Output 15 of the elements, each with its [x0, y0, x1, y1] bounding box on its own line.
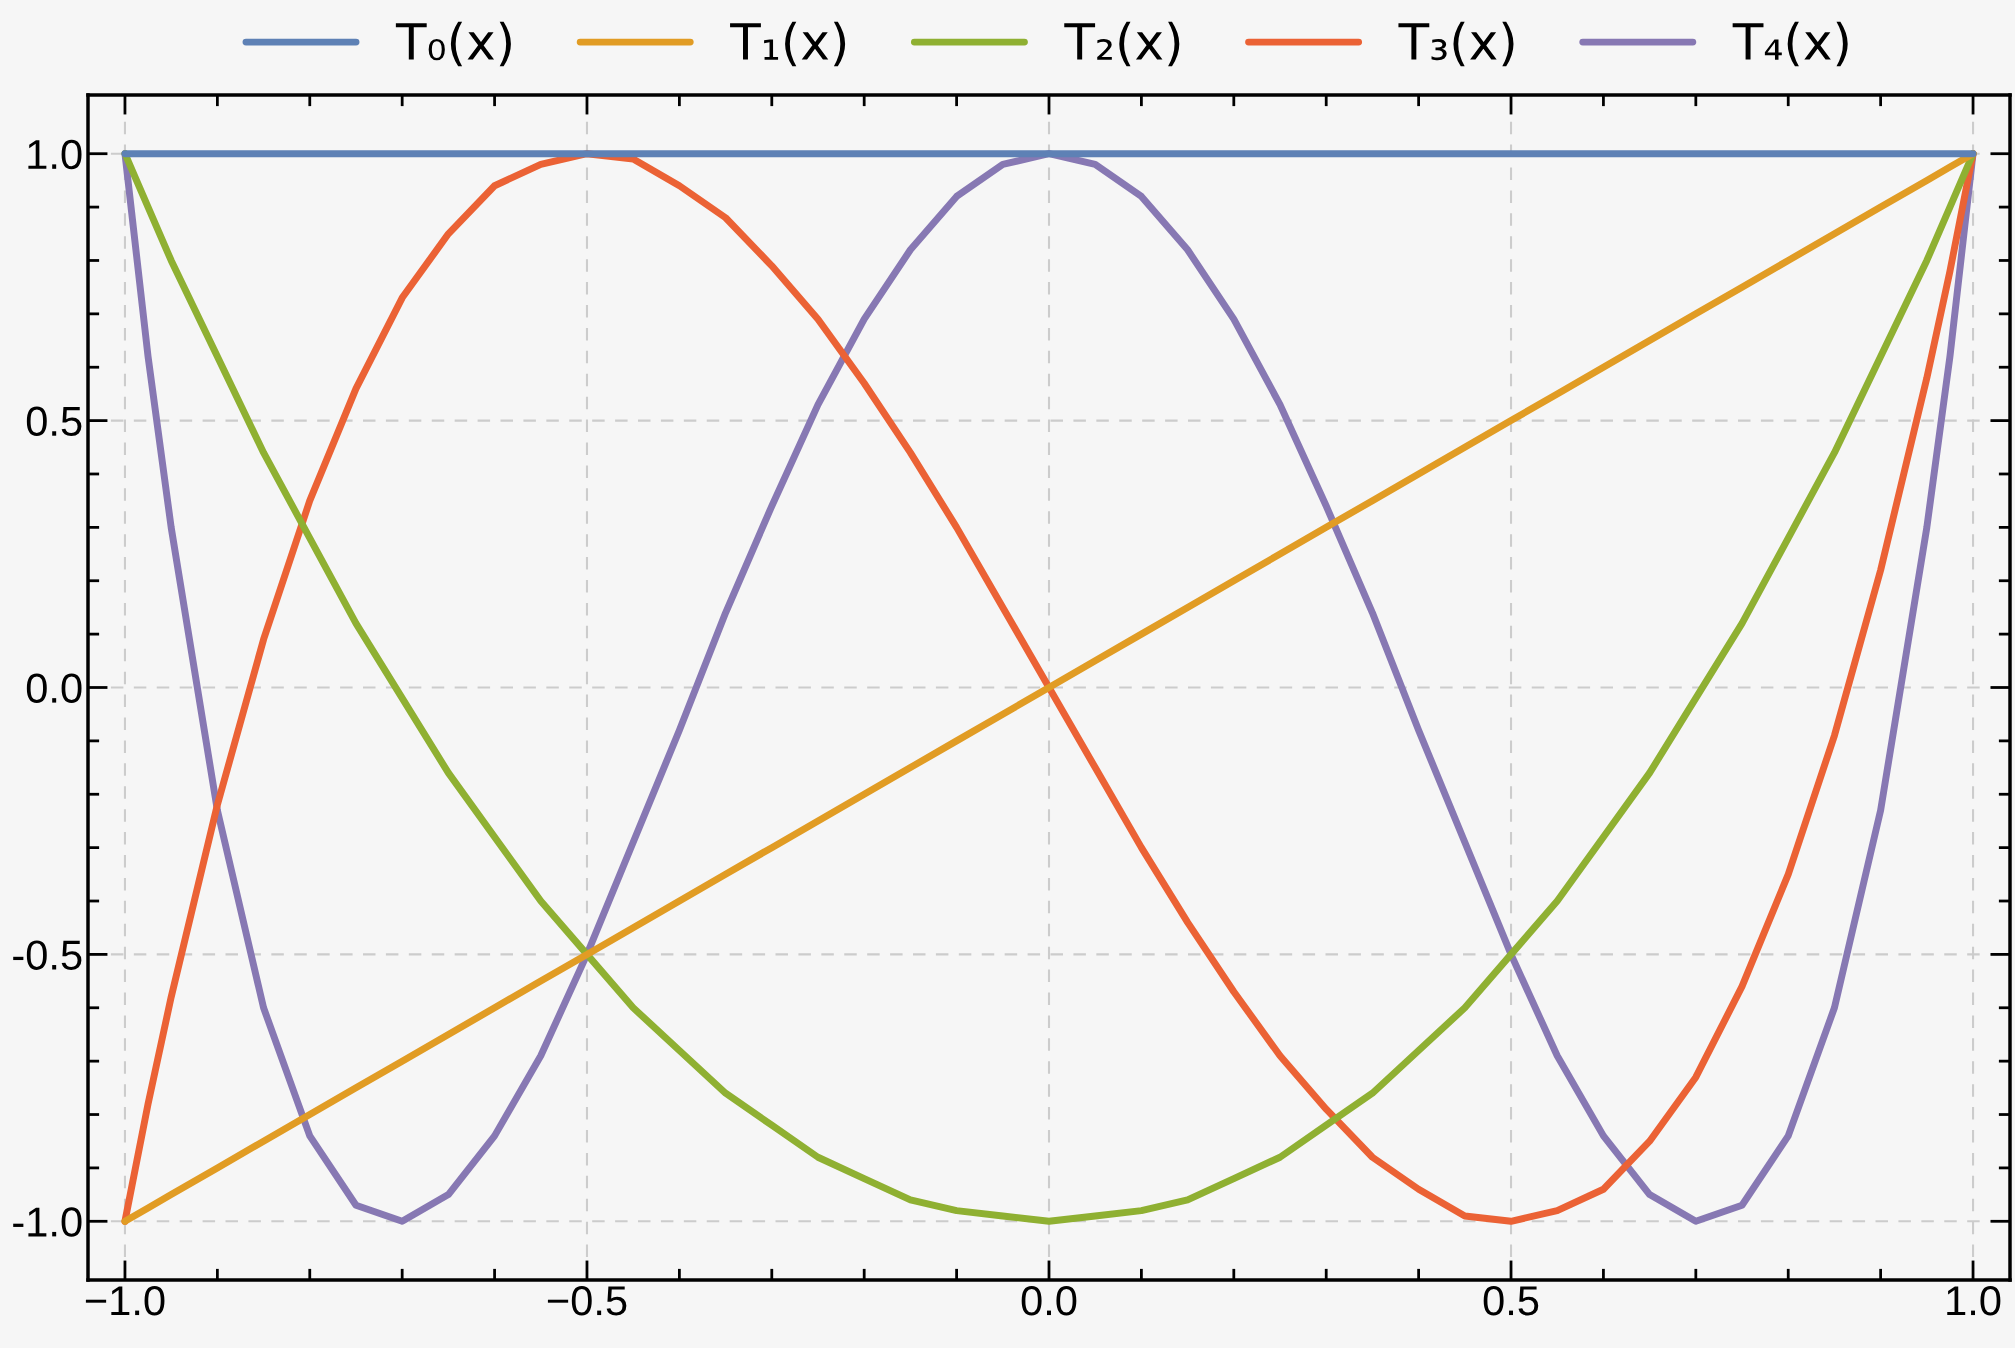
y-tick-label: -0.5: [13, 940, 82, 970]
y-tick-label: 1.0: [28, 139, 82, 170]
legend-label: T₄(x): [1732, 21, 1848, 67]
legend-label: T₀(x): [395, 21, 511, 67]
y-tick-label: -1.0: [13, 1207, 82, 1237]
legend-label: T₂(x): [1064, 21, 1180, 67]
legend-label: T₁(x): [730, 21, 846, 67]
y-tick-label: 0.0: [26, 673, 82, 704]
y-tick-label: 0.5: [26, 406, 82, 437]
x-tick-label: −0.5: [547, 1285, 627, 1316]
x-tick-label: 0.5: [1483, 1285, 1539, 1316]
x-tick-label: −1.0: [85, 1285, 165, 1316]
x-tick-label: 0.0: [1021, 1285, 1077, 1316]
x-tick-label: 1.0: [1947, 1285, 2001, 1316]
legend-label: T₃(x): [1398, 21, 1514, 67]
